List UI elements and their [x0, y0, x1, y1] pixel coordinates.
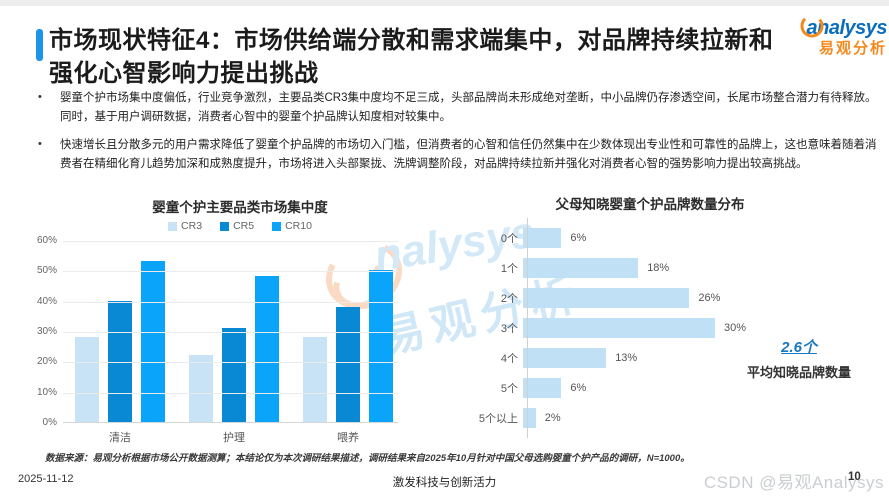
bar-清洁-CR3: [75, 337, 99, 422]
analysys-logo-wordmark: analysys: [800, 14, 887, 39]
bar-喂养-CR3: [303, 337, 327, 422]
h-bar-value-label: 6%: [570, 382, 587, 394]
h-bar-row-2个: 2个 26%: [470, 288, 887, 308]
average-annotation: 2.6个 平均知晓品牌数量: [738, 336, 860, 381]
gridline: [63, 301, 398, 303]
page-number: 10: [848, 471, 861, 483]
bar-喂养-CR10: [369, 270, 393, 422]
chart-right-title: 父母知晓婴童个护品牌数量分布: [555, 197, 745, 212]
bar-清洁-CR5: [108, 300, 132, 422]
bullet-marker: •: [38, 91, 42, 103]
gridline: [63, 392, 398, 394]
legend-swatch: [168, 221, 178, 231]
chart-left-bar-groups: [75, 240, 393, 422]
bar-护理-CR3: [189, 355, 213, 422]
chart-left-plot: 60% 50% 40% 30% 20% 10% 0%: [37, 235, 398, 428]
analysys-logo-text: analysys: [806, 17, 887, 39]
legend-label: CR5: [233, 220, 255, 232]
bullet-text: 婴童个护市场集中度偏低，行业竞争激烈，主要品类CR3集中度均不足三成，头部品牌尚…: [60, 92, 877, 123]
h-bar-0个: [523, 228, 562, 248]
h-bar-5个以上: [523, 408, 536, 428]
legend-label: CR3: [181, 220, 203, 232]
h-bar-5个: [523, 378, 562, 398]
top-strip: [0, 0, 889, 6]
h-bar-category-label: 0个: [500, 233, 518, 245]
y-axis-tick: 60%: [36, 235, 57, 246]
h-bar-4个: [523, 348, 607, 368]
y-axis-tick: 10%: [36, 386, 57, 398]
bar-group-护理: [189, 276, 279, 422]
analysys-logo: analysys 易观分析: [793, 14, 887, 57]
h-bar-value-label: 2%: [544, 412, 561, 424]
y-axis-tick: 0%: [42, 417, 57, 428]
y-axis-tick: 30%: [36, 326, 57, 337]
bar-清洁-CR10: [141, 261, 165, 422]
bar-喂养-CR5: [336, 306, 360, 422]
x-category-label: 护理: [223, 432, 245, 444]
csdn-watermark: CSDN @易观Analysys: [703, 473, 884, 492]
bullet-item: • 婴童个护市场集中度偏低，行业竞争激烈，主要品类CR3集中度均不足三成，头部品…: [38, 89, 878, 127]
chart-brand-awareness: 父母知晓婴童个护品牌数量分布 0个 6% 1个 18% 2个 26% 3个 30% 4个 13% 5…: [470, 188, 887, 446]
gridline: [63, 241, 398, 242]
h-bar-category-label: 3个: [500, 323, 518, 335]
average-caption: 平均知晓品牌数量: [746, 365, 851, 380]
h-bar-category-label: 2个: [500, 293, 518, 305]
h-bar-category-label: 4个: [500, 353, 518, 365]
legend-item-CR10: CR10: [272, 220, 312, 232]
h-bar-category-label: 5个: [500, 383, 518, 395]
bar-护理-CR10: [255, 276, 279, 422]
h-bar-1个: [523, 258, 639, 278]
x-category-label: 喂养: [337, 432, 359, 444]
h-bar-value-label: 26%: [698, 292, 721, 304]
bar-group-清洁: [75, 261, 165, 422]
legend-swatch: [220, 221, 230, 231]
y-axis-tick: 50%: [36, 265, 57, 277]
chart-market-concentration: 婴童个护主要品类市场集中度 CR3 CR5 CR10 60% 50% 40% 30% 20%…: [35, 196, 460, 446]
bar-group-喂养: [303, 270, 393, 422]
h-bar-value-label: 6%: [570, 232, 587, 244]
footer-slogan: 激发科技与创新活力: [392, 477, 497, 489]
h-bar-value-label: 18%: [647, 262, 670, 274]
average-value: 2.6个: [781, 339, 817, 356]
bullet-marker: •: [38, 138, 42, 150]
chart-right-plot: 0个 6% 1个 18% 2个 26% 3个 30% 4个 13% 5个 6% 5个以上 2%: [470, 218, 887, 438]
y-axis-tick: 20%: [36, 356, 57, 368]
page-title: 市场现状特征4：市场供给端分散和需求端集中，对品牌持续拉新和强化心智影响力提出挑…: [49, 27, 774, 87]
bullet-text: 快速增长且分散多元的用户需求降低了婴童个护品牌的市场切入门槛，但消费者的心智和信…: [60, 139, 877, 170]
bullet-list: • 婴童个护市场集中度偏低，行业竞争激烈，主要品类CR3集中度均不足三成，头部品…: [38, 89, 878, 183]
analysys-swoosh-icon: [800, 14, 824, 38]
legend-label: CR10: [285, 220, 312, 232]
h-bar-value-label: 30%: [724, 322, 747, 334]
gridline: [63, 362, 398, 364]
gridline: [63, 271, 398, 273]
bullet-item: • 快速增长且分散多元的用户需求降低了婴童个护品牌的市场切入门槛，但消费者的心智…: [38, 136, 878, 174]
footer-date: 2025-11-12: [18, 473, 74, 485]
h-bar-category-label: 5个以上: [478, 413, 518, 425]
bar-护理-CR5: [222, 328, 246, 422]
h-bar-row-3个: 3个 30%: [470, 318, 887, 338]
chart-left-x-labels: 清洁 护理 喂养: [75, 429, 393, 445]
gridline: [63, 332, 398, 333]
analysys-logo-cn: 易观分析: [818, 40, 887, 57]
h-bar-3个: [523, 318, 715, 338]
legend-item-CR3: CR3: [168, 220, 202, 232]
h-bar-value-label: 13%: [615, 352, 638, 364]
chart-left-title: 婴童个护主要品类市场集中度: [152, 200, 328, 215]
y-axis-tick: 40%: [36, 295, 57, 307]
x-category-label: 清洁: [109, 432, 131, 444]
chart-right-axis-line: [527, 218, 528, 438]
title-accent-bar: [36, 29, 43, 61]
h-bar-row-5个: 5个 6%: [470, 378, 887, 398]
h-bar-row-1个: 1个 18%: [470, 258, 887, 278]
data-source-footnote: 数据来源：易观分析根据市场公开数据测算；本结论仅为本次调研结果描述，调研结果来自…: [45, 453, 690, 464]
h-bar-2个: [523, 288, 690, 308]
h-bar-category-label: 1个: [500, 263, 518, 275]
h-bar-row-4个: 4个 13%: [470, 348, 887, 368]
h-bar-row-5个以上: 5个以上 2%: [470, 408, 887, 428]
h-bar-row-0个: 0个 6%: [470, 228, 887, 248]
legend-swatch: [272, 221, 282, 231]
chart-left-legend: CR3 CR5 CR10: [35, 220, 445, 232]
legend-item-CR5: CR5: [220, 220, 254, 232]
